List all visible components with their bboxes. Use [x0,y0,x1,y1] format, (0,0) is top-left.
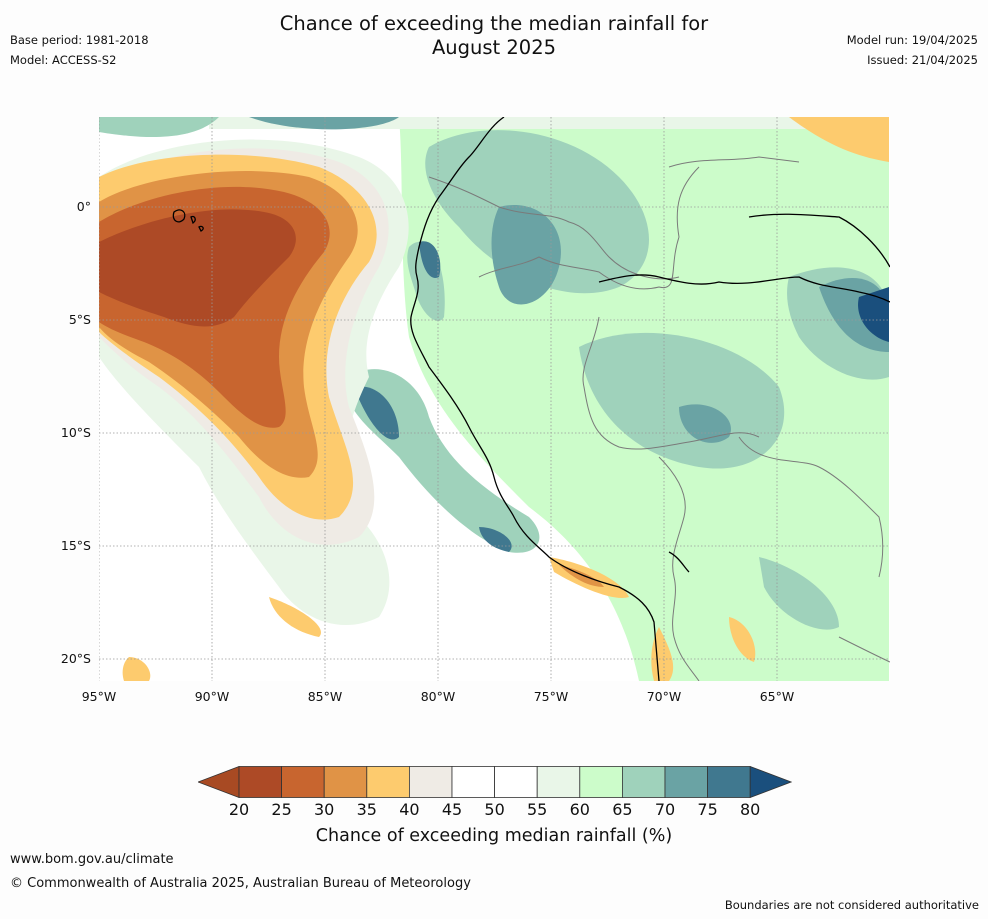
footer-url: www.bom.gov.au/climate [10,852,174,867]
footer-disclaimer: Boundaries are not considered authoritat… [724,898,979,912]
area-70-75-inland [491,205,561,305]
colorbar-tick-label: 55 [527,800,548,819]
colorbar-tick-label: 70 [654,800,676,819]
lon-label-80w: 80°W [420,689,456,704]
coast-north-east [748,213,891,268]
area-35-40-northeast [789,117,889,162]
border-colombia-venezuela [668,156,800,168]
model-run: Model run: 19/04/2025 [846,33,978,47]
colorbar-cell [536,766,581,798]
colorbar-extend-high [749,766,792,798]
area-75-80-south-coast [479,527,512,552]
base-period: Base period: 1981-2018 [10,33,149,47]
title-line-1: Chance of exceeding the median rainfall … [279,12,709,35]
lon-label-85w: 85°W [307,689,343,704]
lat-label-20s: 20°S [60,651,91,666]
colorbar-cell [281,766,325,798]
model-name: Model: ACCESS-S2 [10,53,117,67]
area-35-40-south-inland [651,627,674,681]
colorbar-cell [707,766,751,798]
coastline [172,116,891,682]
border-peru-brazil [582,316,760,450]
colorbar [198,766,792,798]
meta-left: Base period: 1981-2018 Model: ACCESS-S2 [10,30,149,70]
lat-label-5s: 5°S [68,312,91,327]
area-75-80-ecuador [419,241,441,278]
border-peru-north [478,166,700,290]
rainfall-map [98,116,891,682]
graticule [98,117,890,681]
border-colombia-ecuador [428,176,680,280]
area-35-40-bolivia [729,617,756,662]
area-65-70-central [579,332,785,469]
colorbar-tick-label: 65 [612,800,633,819]
coast-pacific-south-america [410,116,660,682]
title-line-2: August 2025 [431,36,557,59]
area-70-75-north [249,117,399,130]
colorbar-cell [366,766,410,798]
area-35-40-southwest [269,597,321,637]
colorbar-cell [664,766,708,798]
colorbar-cells [198,766,792,798]
colorbar-label: Chance of exceeding median rainfall (%) [315,826,673,846]
colorbar-cell [238,766,282,798]
footer-copyright: © Commonwealth of Australia 2025, Austra… [10,876,471,891]
colorbar-tick-label: 60 [569,800,590,819]
area-35-40-southwest-corner [122,657,151,681]
colorbar-tick-label: 20 [228,800,250,819]
lat-label-10s: 10°S [60,425,91,440]
lon-label-95w: 95°W [81,689,117,704]
meta-right: Model run: 19/04/2025 Issued: 21/04/2025 [847,30,978,70]
lon-label-65w: 65°W [759,689,795,704]
lat-label-0: 0° [76,199,91,214]
country-boundaries [428,156,891,682]
colorbar-cell [579,766,623,798]
area-75-80-peru-coast [354,386,399,440]
island-galapagos-3 [198,225,204,232]
colorbar-tick-label: 35 [356,800,377,819]
lon-label-90w: 90°W [194,689,230,704]
lake-titicaca [668,551,690,573]
colorbar-cell [494,766,538,798]
lon-label-75w: 75°W [533,689,569,704]
colorbar-tick-label: 75 [697,800,718,819]
rainfall-map-svg [98,116,891,682]
colorbar-cell [408,766,453,798]
colorbar-tick-label: 45 [441,800,463,819]
border-peru-bolivia [658,456,700,682]
lon-label-70w: 70°W [646,689,682,704]
colorbar-extend-low [198,766,240,798]
map-title: Chance of exceeding the median rainfall … [0,12,988,60]
colorbar-cell [621,766,666,798]
border-south [838,636,891,663]
area-65-70-northwest [99,117,219,137]
river-amazon [598,274,891,303]
colorbar-cell [451,766,495,798]
colorbar-tick-label: 50 [484,800,505,819]
colorbar-tick-label: 80 [740,800,761,819]
island-galapagos-1 [172,209,186,223]
colorbar-cell [323,766,368,798]
area-80-east [858,287,889,342]
island-galapagos-2 [190,215,196,225]
colorbar-tick-label: 40 [399,800,420,819]
area-20-25-pacific [99,209,296,327]
border-bolivia-brazil [738,436,884,578]
colorbar-tick-label: 25 [271,800,292,819]
area-65-70-southeast [759,557,839,630]
lat-label-15s: 15°S [60,538,91,553]
issued-date: Issued: 21/04/2025 [867,53,978,67]
colorbar-tick-label: 30 [314,800,335,819]
